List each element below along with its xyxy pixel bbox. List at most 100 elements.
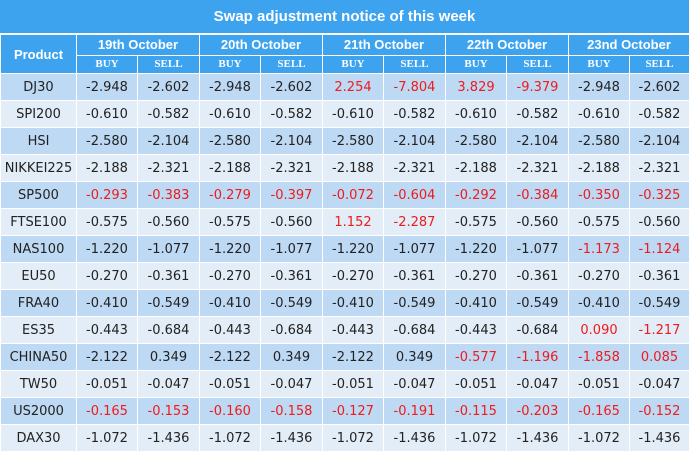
sell-value-cell: -0.582 bbox=[137, 100, 200, 128]
buy-value-cell: -0.293 bbox=[76, 181, 138, 209]
buy-value-cell: -2.122 bbox=[199, 343, 261, 371]
buy-value-cell: -0.051 bbox=[568, 370, 630, 398]
buy-value-cell: -0.610 bbox=[445, 100, 507, 128]
sell-value-cell: -0.383 bbox=[137, 181, 200, 209]
sell-value-cell: -0.384 bbox=[506, 181, 569, 209]
sell-value-cell: -0.549 bbox=[260, 289, 323, 317]
buy-value-cell: -0.115 bbox=[445, 397, 507, 425]
sell-value-cell: -0.582 bbox=[383, 100, 446, 128]
buy-value-cell: -0.127 bbox=[322, 397, 384, 425]
buy-value-cell: -0.270 bbox=[76, 262, 138, 290]
product-cell: SP500 bbox=[0, 181, 77, 209]
table-row: DJ30 -2.948 -2.602 -2.948 -2.602 2.254 -7.804 3… bbox=[0, 73, 689, 101]
sell-value-cell: -0.047 bbox=[383, 370, 446, 398]
buy-value-cell: 0.090 bbox=[568, 316, 630, 344]
buy-header: BUY bbox=[568, 55, 630, 74]
buy-value-cell: -0.270 bbox=[199, 262, 261, 290]
sell-value-cell: -1.436 bbox=[628, 424, 689, 452]
table-row: EU50 -0.270 -0.361 -0.270 -0.361 -0.270 -0.361… bbox=[0, 262, 689, 290]
product-cell: DJ30 bbox=[0, 73, 77, 101]
sell-header: SELL bbox=[628, 55, 689, 74]
sell-value-cell: -1.436 bbox=[506, 424, 569, 452]
buy-value-cell: -1.858 bbox=[568, 343, 630, 371]
sell-value-cell: -0.047 bbox=[137, 370, 200, 398]
sell-value-cell: -2.602 bbox=[260, 73, 323, 101]
buy-value-cell: -0.443 bbox=[445, 316, 507, 344]
sell-value-cell: -2.287 bbox=[383, 208, 446, 236]
sell-value-cell: -0.325 bbox=[628, 181, 689, 209]
sell-value-cell: -0.361 bbox=[260, 262, 323, 290]
buy-header: BUY bbox=[199, 55, 261, 74]
sell-value-cell: -7.804 bbox=[383, 73, 446, 101]
table-row: NAS100 -1.220 -1.077 -1.220 -1.077 -1.220 -1.0… bbox=[0, 235, 689, 263]
table-row: FTSE100 -0.575 -0.560 -0.575 -0.560 1.152 -2.2… bbox=[0, 208, 689, 236]
sell-value-cell: -1.436 bbox=[137, 424, 200, 452]
product-cell: FRA40 bbox=[0, 289, 77, 317]
sell-value-cell: -0.582 bbox=[260, 100, 323, 128]
buy-value-cell: -0.279 bbox=[199, 181, 261, 209]
sell-value-cell: -1.077 bbox=[383, 235, 446, 263]
buy-value-cell: -1.173 bbox=[568, 235, 630, 263]
buy-value-cell: -2.580 bbox=[76, 127, 138, 155]
sell-value-cell: 0.085 bbox=[628, 343, 689, 371]
buy-value-cell: -1.220 bbox=[445, 235, 507, 263]
buy-value-cell: -0.610 bbox=[568, 100, 630, 128]
date-header: 19th October bbox=[76, 34, 200, 56]
sell-header: SELL bbox=[383, 55, 446, 74]
buy-value-cell: -2.948 bbox=[76, 73, 138, 101]
sell-value-cell: -1.077 bbox=[506, 235, 569, 263]
buy-value-cell: -0.410 bbox=[445, 289, 507, 317]
product-cell: CHINA50 bbox=[0, 343, 77, 371]
product-cell: EU50 bbox=[0, 262, 77, 290]
sell-value-cell: -2.321 bbox=[137, 154, 200, 182]
table-row: TW50 -0.051 -0.047 -0.051 -0.047 -0.051 -0.047… bbox=[0, 370, 689, 398]
product-cell: SPI200 bbox=[0, 100, 77, 128]
sell-header: SELL bbox=[137, 55, 200, 74]
buy-value-cell: -2.188 bbox=[568, 154, 630, 182]
buy-value-cell: -0.160 bbox=[199, 397, 261, 425]
product-cell: FTSE100 bbox=[0, 208, 77, 236]
sell-value-cell: 0.349 bbox=[383, 343, 446, 371]
sell-value-cell: -0.153 bbox=[137, 397, 200, 425]
buy-value-cell: -0.165 bbox=[568, 397, 630, 425]
buy-header: BUY bbox=[76, 55, 138, 74]
sell-value-cell: -1.217 bbox=[628, 316, 689, 344]
buy-value-cell: -1.220 bbox=[76, 235, 138, 263]
buy-value-cell: -0.575 bbox=[76, 208, 138, 236]
buy-value-cell: -0.270 bbox=[445, 262, 507, 290]
buy-value-cell: -2.122 bbox=[322, 343, 384, 371]
buy-value-cell: -0.610 bbox=[76, 100, 138, 128]
buy-value-cell: -2.188 bbox=[445, 154, 507, 182]
sell-value-cell: -0.560 bbox=[628, 208, 689, 236]
sell-value-cell: -0.604 bbox=[383, 181, 446, 209]
sell-value-cell: -0.549 bbox=[506, 289, 569, 317]
date-header: 22th October bbox=[445, 34, 569, 56]
sell-value-cell: -0.158 bbox=[260, 397, 323, 425]
sell-value-cell: -0.684 bbox=[260, 316, 323, 344]
date-header: 23nd October bbox=[567, 34, 689, 56]
sell-value-cell: -2.321 bbox=[628, 154, 689, 182]
sell-value-cell: -0.549 bbox=[383, 289, 446, 317]
sell-value-cell: -2.321 bbox=[260, 154, 323, 182]
sell-value-cell: -0.549 bbox=[628, 289, 689, 317]
date-header-row: Product 19th October 20th October 21th O… bbox=[0, 34, 689, 74]
buy-value-cell: -2.188 bbox=[322, 154, 384, 182]
buy-value-cell: -0.443 bbox=[76, 316, 138, 344]
buy-value-cell: -0.051 bbox=[322, 370, 384, 398]
sell-value-cell: -1.124 bbox=[628, 235, 689, 263]
table-row: NIKKEI225 -2.188 -2.321 -2.188 -2.321 -2.188-… bbox=[0, 154, 689, 182]
buy-value-cell: -2.188 bbox=[199, 154, 261, 182]
buy-value-cell: -1.072 bbox=[322, 424, 384, 452]
sell-value-cell: -0.361 bbox=[383, 262, 446, 290]
buy-value-cell: -0.051 bbox=[76, 370, 138, 398]
buy-value-cell: -0.165 bbox=[76, 397, 138, 425]
buy-value-cell: -2.580 bbox=[568, 127, 630, 155]
buy-value-cell: 1.152 bbox=[322, 208, 384, 236]
sell-value-cell: -2.321 bbox=[506, 154, 569, 182]
date-header: 21th October bbox=[322, 34, 446, 56]
sell-value-cell: -0.560 bbox=[137, 208, 200, 236]
date-header: 20th October bbox=[199, 34, 323, 56]
buy-value-cell: -1.072 bbox=[199, 424, 261, 452]
sell-value-cell: -2.104 bbox=[383, 127, 446, 155]
buy-value-cell: -0.051 bbox=[445, 370, 507, 398]
